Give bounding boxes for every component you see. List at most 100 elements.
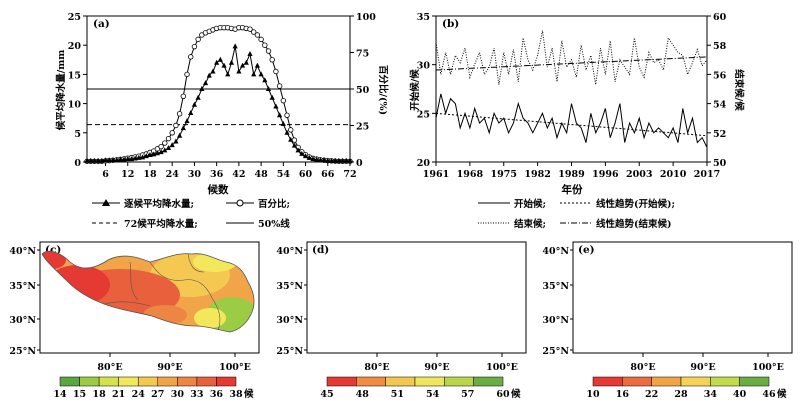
colorbar-label: 16: [616, 389, 630, 400]
colorbar-swatch: [197, 377, 217, 386]
panel-a-percent-point: [266, 49, 271, 54]
panel-b-xtick-label: 1996: [592, 169, 619, 180]
panel-a-xtick-label: 24: [166, 169, 180, 180]
colorbar-swatch: [119, 377, 139, 386]
panel-a-xtick-label: 12: [121, 169, 134, 180]
panel-a-precip-point: [192, 102, 197, 107]
panel-b-xtick-label: 1968: [457, 169, 484, 180]
panel-a-percent-point: [285, 113, 290, 118]
colorbar-swatch: [327, 377, 356, 386]
legend-a-circle-marker: [237, 200, 243, 206]
map-lat-tick-label: 40°N: [9, 246, 36, 257]
colorbar-label: 10: [586, 389, 600, 400]
panel-a-precip-point: [181, 125, 186, 130]
colorbar-swatch: [740, 377, 769, 386]
panel-a-percent-point: [188, 55, 193, 60]
panel-a-xlabel: 候数: [208, 183, 229, 196]
colorbar-swatch: [652, 377, 681, 386]
panel-a-ytick-right-label: 0: [356, 158, 363, 169]
panel-a-percent-point: [174, 123, 179, 128]
colorbar-swatch: [474, 377, 503, 386]
panel-a-precip-point: [184, 118, 189, 123]
panel-b-ytick-right-label: 52: [713, 129, 726, 140]
colorbar-swatch: [622, 377, 651, 386]
map-lat-tick-label: 30°N: [276, 315, 303, 326]
panel-a-ytick-left-label: 0: [74, 158, 81, 169]
map-panel-tag: (d): [312, 244, 329, 256]
map-region: [194, 308, 226, 328]
colorbar-swatch: [60, 377, 80, 386]
panel-a-precip-point: [247, 51, 252, 56]
panel-b-ytick-right-label: 60: [713, 12, 727, 23]
map-lat-tick-label: 25°N: [542, 346, 569, 357]
colorbar-label: 45: [320, 389, 333, 400]
panel-a-precip-point: [270, 95, 275, 100]
panel-a-xtick-label: 30: [188, 169, 202, 180]
legend-a-label-1: 逐候平均降水量;: [124, 198, 194, 210]
panel-a-precip-point: [229, 60, 234, 65]
panel-a-precip-point: [233, 43, 238, 48]
panel-b-xtick-label: 1975: [491, 169, 517, 180]
panel-b-ytick-left-label: 35: [417, 12, 430, 23]
map-lat-tick-label: 40°N: [542, 246, 569, 257]
panel-b-legend: 开始候; 线性趋势(开始候); 结束候; 线性趋势(结束候): [478, 198, 675, 230]
map-lon-tick-label: 100°E: [752, 362, 784, 373]
panel-a-xtick-label: 54: [277, 169, 291, 180]
map-lon-tick-label: 100°E: [219, 362, 251, 373]
panel-a-percent-point: [288, 128, 293, 133]
panel-a-precip-point: [225, 71, 230, 76]
panel-a-ylabel-right: 百分比/(%): [377, 65, 389, 115]
panel-a-xtick-label: 72: [343, 169, 356, 180]
legend-b-label-1: 开始候;: [514, 198, 546, 210]
legend-a-label-2: 百分比;: [258, 198, 290, 210]
figure-canvas: (a) 6 12 18 24 30 36 42 48 54 60 66 72 0510152025 0…: [0, 0, 801, 401]
map-frame: [307, 242, 526, 353]
colorbar-unit: 候: [777, 388, 787, 400]
colorbar-label: 60: [496, 389, 510, 400]
panel-a-percent-point: [177, 112, 182, 117]
colorbar-label: 33: [190, 389, 203, 400]
panel-b-frame: [436, 16, 707, 162]
panel-b-xlabel: 年份: [562, 183, 583, 196]
colorbar-label: 27: [151, 389, 164, 400]
panel-b-xtick-label: 2017: [694, 169, 720, 180]
panel-a-precip-point: [218, 57, 223, 62]
panel-a-ytick-left-label: 15: [68, 70, 81, 81]
panel-d-map: (d) 25°N 30°N 35°N 40°N 80°E 90°E 100°E 45 48 51 54…: [276, 240, 537, 400]
map-lat-tick-label: 25°N: [9, 346, 36, 357]
map-lon-tick-label: 80°E: [364, 362, 389, 373]
colorbar-swatch: [177, 377, 197, 386]
panel-a-percent-point: [166, 136, 171, 141]
panel-a-precip-point: [188, 110, 193, 115]
panel-a-percent-point: [274, 69, 279, 74]
colorbar-label: 54: [426, 389, 440, 400]
panel-b-xtick-label: 2010: [660, 169, 687, 180]
panel-a-ytick-right-label: 75: [356, 49, 369, 60]
colorbar-swatch: [593, 377, 622, 386]
colorbar-label: 57: [461, 389, 474, 400]
colorbar-label: 34: [704, 389, 718, 400]
panel-a-ytick-right-label: 100: [356, 12, 376, 23]
colorbar-swatch: [356, 377, 385, 386]
map-lat-tick-label: 40°N: [276, 246, 303, 257]
panel-a-percent-point: [255, 33, 260, 38]
panel-a-percent-point: [170, 131, 175, 136]
panel-a-percent-point: [181, 94, 186, 99]
panel-c-map: (c)25°N30°N35°N40°N80°E 90°E 100°E14 15 18 21…: [9, 240, 270, 400]
panel-a-precip-point: [277, 112, 282, 117]
panel-a-precip-point: [273, 104, 278, 109]
panel-b-xtick-label: 1961: [423, 169, 449, 180]
panel-b-chart: (b) 1961 1968 1975 1982 1989 1996 2003 2010 2017…: [409, 12, 745, 230]
colorbar-unit: 候: [244, 388, 254, 400]
colorbar-swatch: [415, 377, 444, 386]
panel-b-xtick-label: 1982: [524, 169, 550, 180]
panel-a-series-percent-line: [87, 28, 350, 162]
map-lat-tick-label: 30°N: [9, 315, 36, 326]
panel-a-legend: 逐候平均降水量; 百分比; 72候平均降水量; 50%线: [92, 198, 290, 230]
map-lat-tick-label: 35°N: [9, 281, 36, 292]
colorbar-label: 22: [645, 389, 658, 400]
panel-a-precip-point: [210, 68, 215, 73]
panel-b-ylabel-left: 开始候/候: [409, 69, 421, 111]
colorbar-label: 28: [674, 389, 688, 400]
panel-b-tag: (b): [442, 18, 459, 30]
